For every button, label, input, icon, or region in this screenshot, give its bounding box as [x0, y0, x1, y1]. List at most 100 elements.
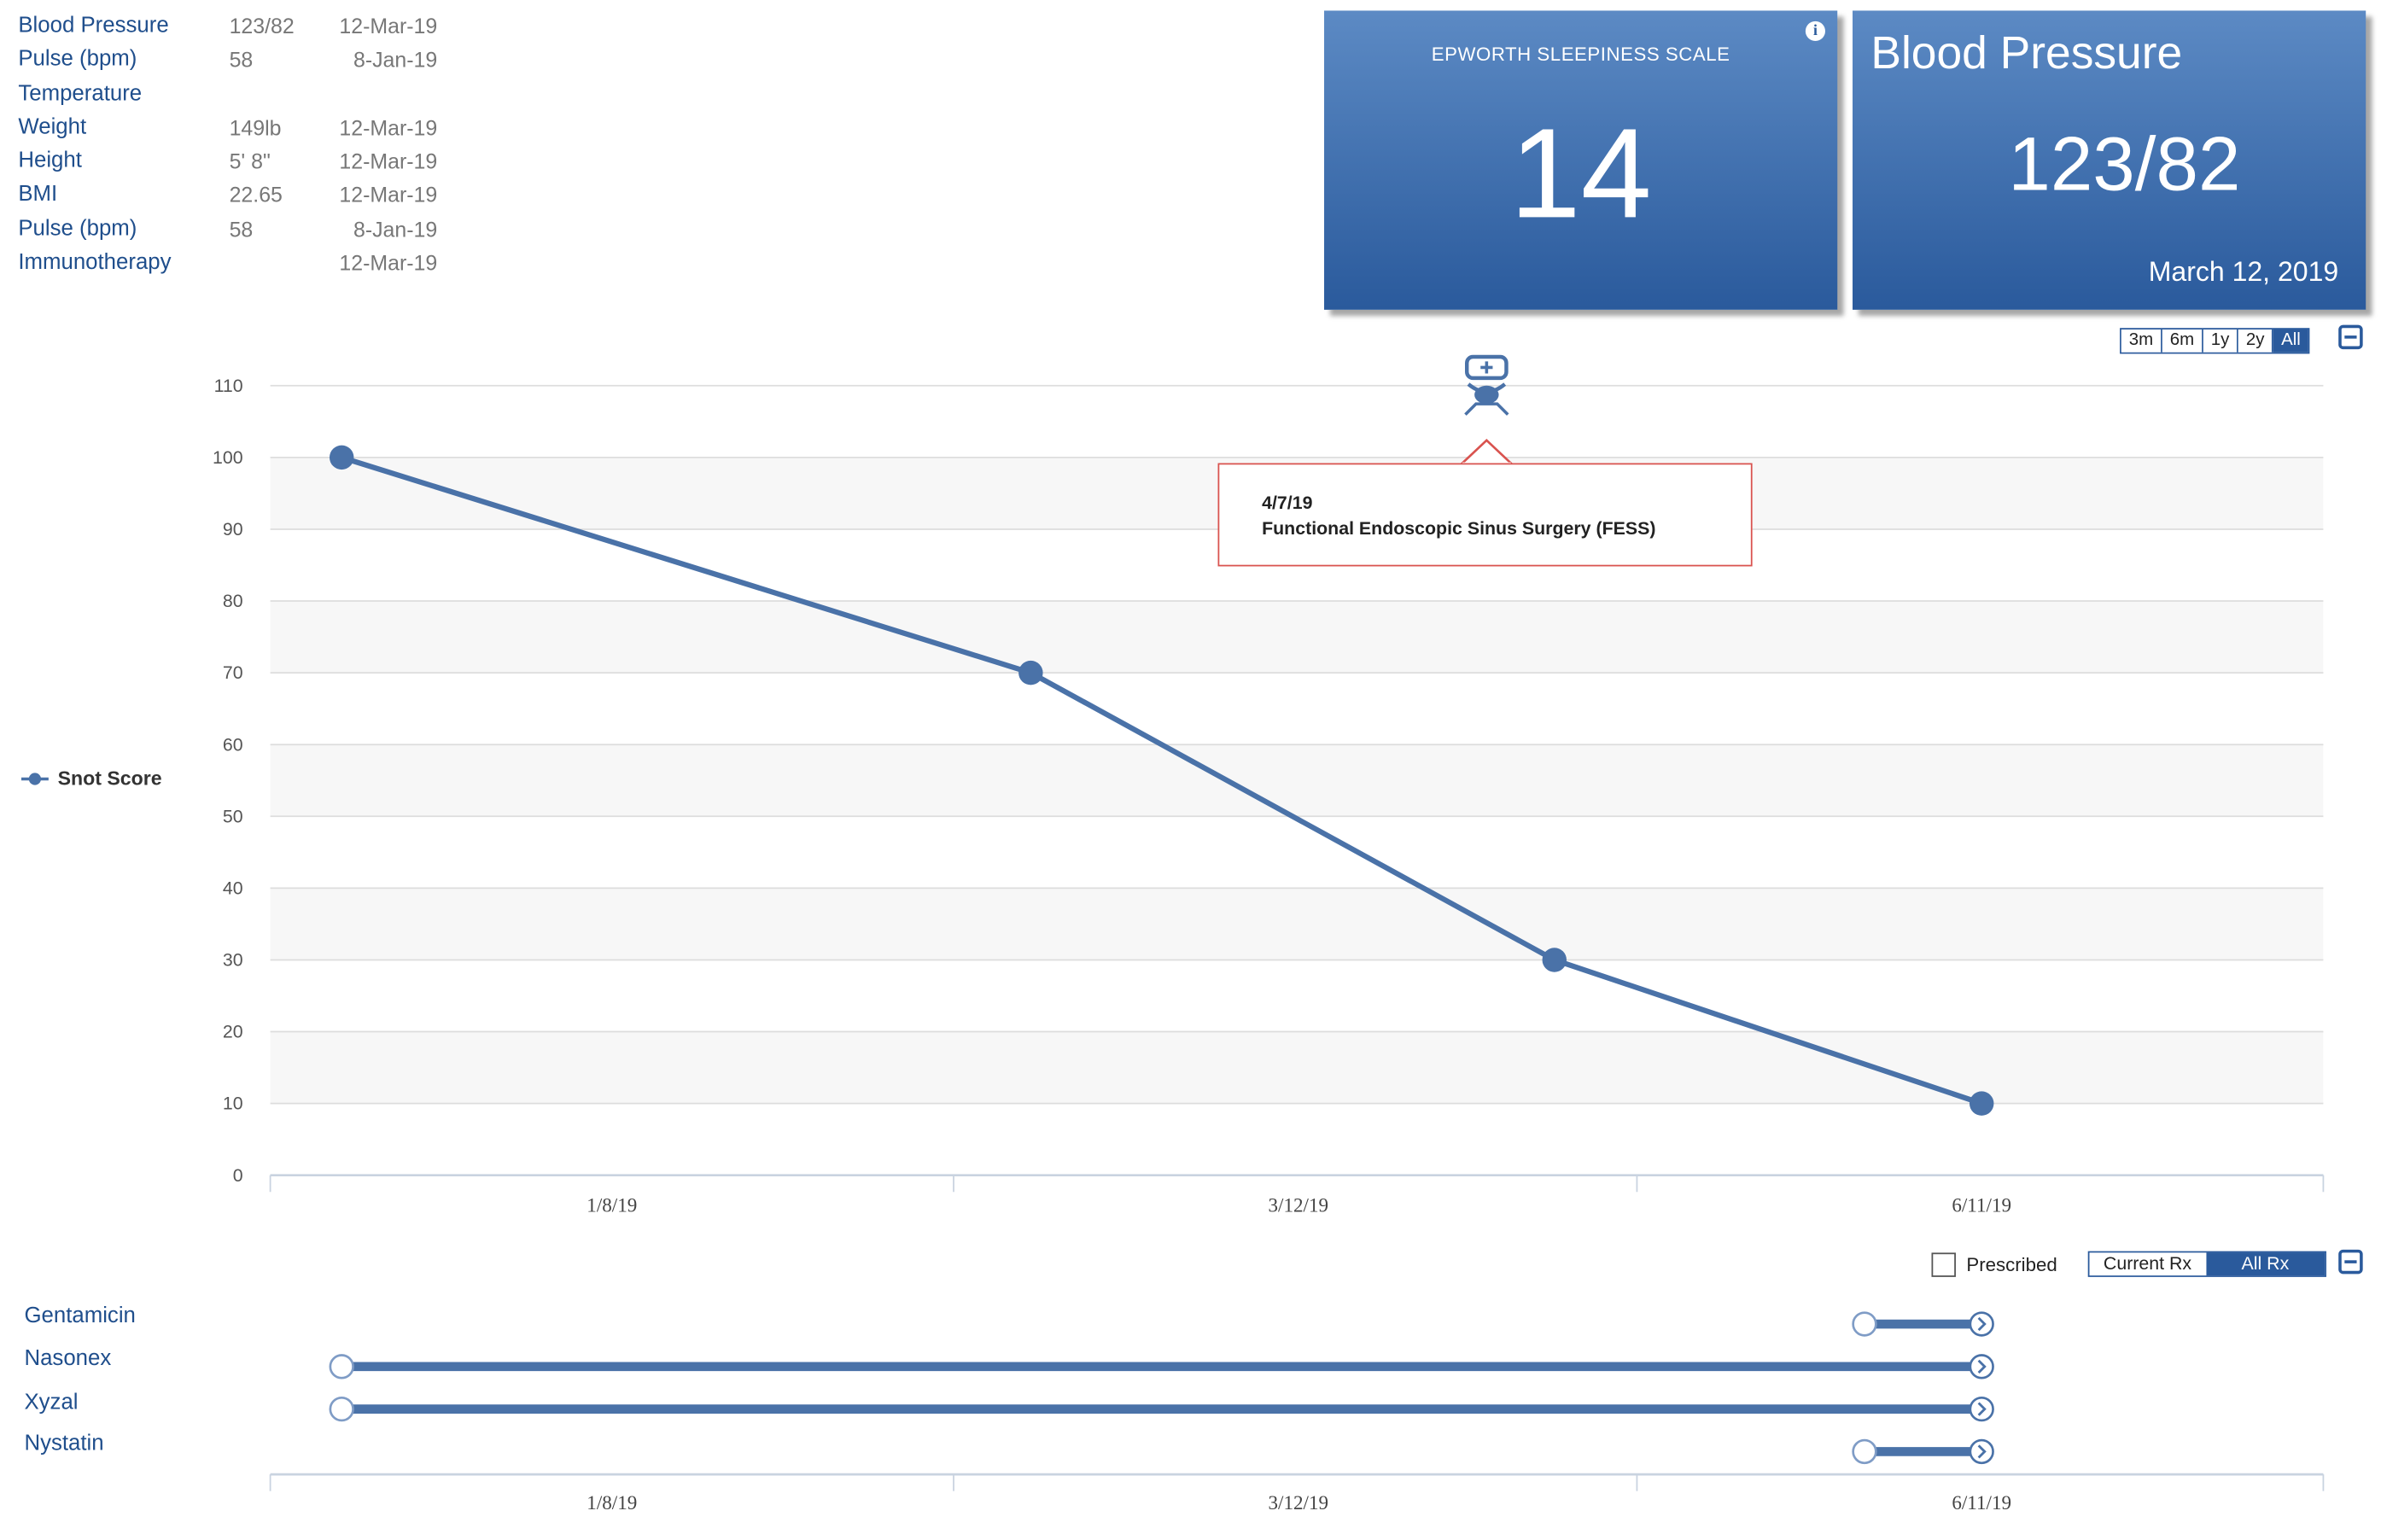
vital-row[interactable]: Height 5' 8" 12-Mar-19 [18, 144, 474, 178]
tooltip-date: 4/7/19 [1262, 492, 1313, 514]
vital-row[interactable]: Weight 149lb 12-Mar-19 [18, 111, 474, 145]
bp-date: March 12, 2019 [2148, 256, 2339, 288]
med-bar[interactable] [329, 1396, 1994, 1422]
vital-row[interactable]: Temperature [18, 77, 474, 111]
plot-band [270, 601, 2324, 674]
med-bar[interactable] [1852, 1438, 1994, 1465]
med-end-marker [1969, 1311, 1994, 1337]
vital-date: 8-Jan-19 [353, 216, 438, 242]
vital-name: Weight [18, 114, 87, 140]
bp-title: Blood Pressure [1870, 28, 2183, 79]
y-tick-label: 10 [223, 1094, 243, 1114]
range-all-button[interactable]: All [2273, 329, 2308, 353]
prescribed-label: Prescribed [1966, 1253, 2057, 1275]
chart-legend[interactable]: Snot Score [20, 767, 162, 790]
med-label-xyzal[interactable]: Xyzal [24, 1391, 79, 1415]
med-end-marker [1969, 1354, 1994, 1380]
vital-value: 22.65 [229, 183, 283, 207]
epworth-tile[interactable]: EPWORTH SLEEPINESS SCALE i 14 [1324, 10, 1838, 310]
y-tick-label: 110 [214, 376, 243, 396]
vital-name: Temperature [18, 81, 143, 106]
vital-value: 5' 8" [229, 149, 271, 174]
vital-name: Pulse (bpm) [18, 216, 137, 242]
med-end-marker [1969, 1438, 1994, 1465]
all-rx-button[interactable]: All Rx [2206, 1252, 2325, 1276]
vital-row[interactable]: Immunotherapy 12-Mar-19 [18, 246, 474, 280]
vital-name: Pulse (bpm) [18, 47, 137, 73]
plot-band [270, 1031, 2324, 1104]
vitals-list: Blood Pressure 123/82 12-Mar-19 Pulse (bpm… [18, 9, 474, 280]
snot-score-point [1018, 660, 1043, 685]
epworth-value: 14 [1509, 102, 1652, 245]
prescribed-checkbox[interactable] [1931, 1251, 1956, 1276]
x-tick-label: 1/8/19 [586, 1194, 637, 1216]
vital-row[interactable]: Pulse (bpm) 58 8-Jan-19 [18, 213, 474, 247]
range-3m-button[interactable]: 3m [2121, 329, 2162, 353]
y-tick-label: 90 [223, 519, 243, 540]
tooltip-text: Functional Endoscopic Sinus Surgery (FES… [1262, 517, 1656, 540]
event-tooltip: 4/7/19 Functional Endoscopic Sinus Surge… [1217, 463, 1753, 567]
vital-name: Height [18, 149, 82, 174]
med-end-marker [1969, 1396, 1994, 1422]
epworth-title: EPWORTH SLEEPINESS SCALE [1431, 44, 1730, 66]
x-tick-label: 3/12/19 [1268, 1194, 1328, 1216]
chevron-right-icon [1977, 1402, 1987, 1416]
y-tick-label: 60 [223, 734, 243, 755]
y-tick-label: 30 [223, 950, 243, 971]
vital-row[interactable]: Pulse (bpm) 58 8-Jan-19 [18, 43, 474, 77]
vital-date: 12-Mar-19 [339, 250, 438, 276]
plot-band [270, 888, 2324, 960]
y-tick-label: 70 [223, 662, 243, 683]
rx-toggle: Current Rx All Rx [2087, 1251, 2326, 1277]
collapse-chart-icon[interactable] [2338, 324, 2363, 350]
legend-label: Snot Score [57, 767, 162, 790]
range-1y-button[interactable]: 1y [2203, 329, 2239, 353]
vital-name: Immunotherapy [18, 250, 172, 276]
current-rx-button[interactable]: Current Rx [2089, 1252, 2207, 1276]
chevron-right-icon [1977, 1359, 1987, 1374]
chevron-right-icon [1977, 1316, 1987, 1332]
med-x-tick-label: 3/12/19 [1268, 1492, 1328, 1514]
med-bar[interactable] [329, 1354, 1994, 1380]
y-tick-label: 20 [223, 1022, 243, 1042]
med-label-nystatin[interactable]: Nystatin [24, 1432, 104, 1456]
vital-date: 12-Mar-19 [339, 149, 438, 174]
med-start-marker [1852, 1438, 1877, 1465]
med-label-gentamicin[interactable]: Gentamicin [24, 1304, 136, 1329]
vital-row[interactable]: Blood Pressure 123/82 12-Mar-19 [18, 9, 474, 44]
info-icon[interactable]: i [1805, 20, 1825, 42]
chevron-right-icon [1977, 1444, 1987, 1459]
y-tick-label: 40 [223, 878, 243, 898]
vital-row[interactable]: BMI 22.65 12-Mar-19 [18, 178, 474, 213]
range-6m-button[interactable]: 6m [2162, 329, 2203, 353]
vital-name: Blood Pressure [18, 14, 169, 38]
med-label-nasonex[interactable]: Nasonex [24, 1346, 112, 1372]
collapse-meds-icon[interactable] [2338, 1249, 2363, 1275]
range-2y-button[interactable]: 2y [2238, 329, 2274, 353]
med-x-tick-label: 6/11/19 [1952, 1492, 2011, 1514]
snot-score-point [329, 445, 354, 470]
snot-score-line [341, 454, 1983, 1106]
vital-date: 12-Mar-19 [339, 114, 438, 140]
y-tick-label: 50 [223, 806, 243, 826]
blood-pressure-tile[interactable]: Blood Pressure 123/82 March 12, 2019 [1853, 10, 2366, 310]
med-bar[interactable] [1852, 1311, 1994, 1337]
vital-date: 12-Mar-19 [339, 183, 438, 207]
y-tick-label: 80 [223, 591, 243, 611]
med-start-marker [329, 1354, 354, 1380]
vital-value: 58 [229, 47, 254, 73]
y-tick-label: 0 [233, 1165, 243, 1186]
rx-controls: Prescribed Current Rx All Rx [1931, 1251, 2326, 1277]
vital-value: 149lb [229, 114, 282, 140]
med-x-tick-label: 1/8/19 [586, 1492, 637, 1514]
med-start-marker [329, 1396, 354, 1422]
bp-value: 123/82 [2008, 121, 2241, 207]
vital-value: 58 [229, 216, 254, 242]
surgeon-icon[interactable] [1461, 353, 1512, 417]
vital-date: 12-Mar-19 [339, 14, 438, 38]
vital-name: BMI [18, 183, 58, 207]
tooltip-pointer [1461, 439, 1513, 467]
time-range-selector: 3m 6m 1y 2y All [2120, 328, 2310, 354]
